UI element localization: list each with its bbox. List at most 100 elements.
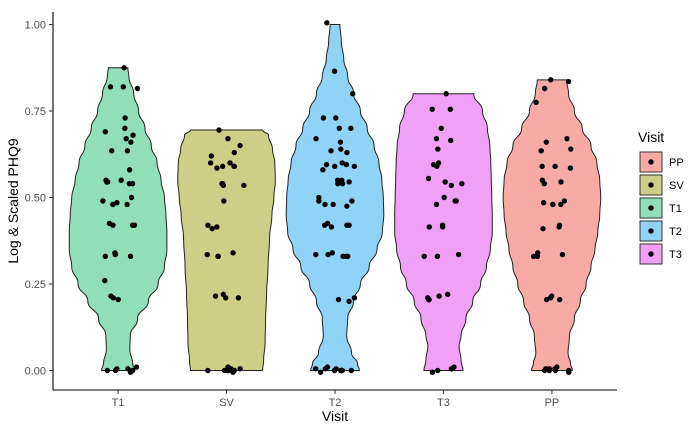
data-point: [452, 198, 458, 204]
data-point: [110, 201, 116, 208]
data-point: [339, 367, 345, 374]
data-point: [349, 198, 355, 204]
data-point: [207, 160, 214, 166]
legend-title: Visit: [638, 129, 664, 145]
data-point: [447, 106, 454, 112]
data-point: [533, 99, 539, 106]
data-point: [339, 160, 345, 166]
data-point: [561, 198, 568, 204]
data-point: [112, 367, 119, 374]
data-point: [231, 149, 238, 156]
data-point: [313, 135, 319, 142]
data-point: [344, 222, 350, 228]
x-ticks: T1 SV T2 T3 PP: [112, 390, 559, 409]
data-point: [313, 251, 319, 258]
data-point: [134, 85, 141, 92]
data-point: [221, 198, 227, 204]
data-point: [543, 139, 549, 145]
data-point: [421, 253, 427, 260]
data-point: [109, 148, 115, 154]
points-t2: [312, 20, 358, 375]
data-point: [434, 163, 440, 170]
data-point: [215, 253, 221, 260]
data-point: [230, 250, 236, 256]
legend-label-t2: T2: [669, 226, 682, 238]
data-point: [209, 225, 215, 232]
data-point: [204, 251, 210, 258]
points-pp: [530, 77, 574, 375]
data-point: [110, 222, 116, 228]
data-point: [337, 139, 344, 145]
data-point: [129, 222, 136, 228]
data-point: [118, 177, 124, 183]
data-point: [351, 295, 358, 301]
legend-entry-sv: SV: [639, 174, 684, 196]
legend-key-point: [648, 182, 654, 188]
data-point: [241, 182, 247, 189]
data-point: [320, 115, 327, 121]
data-point: [455, 251, 462, 258]
data-point: [324, 20, 330, 26]
y-tick-label: 0.25: [25, 279, 46, 291]
data-point: [212, 293, 219, 299]
data-point: [348, 125, 354, 131]
data-point: [225, 135, 231, 142]
x-tick-label: SV: [219, 397, 234, 409]
data-point: [335, 296, 342, 303]
violin-body-sv: [177, 129, 276, 371]
data-point: [230, 369, 236, 375]
data-point: [128, 139, 134, 145]
data-point: [121, 65, 127, 71]
violin-sv: [177, 129, 276, 371]
data-point: [343, 253, 350, 260]
data-point: [540, 199, 547, 206]
data-point: [331, 367, 338, 374]
data-point: [320, 167, 326, 173]
data-point: [552, 367, 559, 374]
data-point: [429, 369, 436, 375]
data-point: [219, 163, 226, 170]
data-point: [556, 296, 563, 303]
data-point: [540, 225, 546, 232]
data-point: [564, 135, 570, 142]
data-point: [550, 201, 556, 208]
data-point: [448, 182, 454, 189]
data-point: [126, 167, 133, 173]
legend-key-point: [648, 159, 654, 165]
x-axis-title: Visit: [322, 408, 348, 424]
data-point: [214, 165, 220, 171]
data-point: [133, 364, 140, 370]
data-point: [556, 224, 562, 230]
violin-body-pp: [502, 79, 602, 371]
y-tick-label: 1.00: [25, 20, 46, 32]
data-point: [332, 163, 338, 170]
data-point: [214, 224, 220, 230]
data-point: [346, 179, 352, 185]
data-point: [434, 253, 441, 260]
data-point: [114, 199, 120, 206]
data-point: [129, 180, 136, 187]
data-point: [567, 165, 574, 171]
data-point: [220, 182, 227, 189]
data-point: [323, 161, 330, 168]
data-point: [205, 367, 211, 374]
data-point: [426, 224, 432, 230]
data-point: [459, 180, 465, 187]
data-point: [102, 277, 108, 284]
data-point: [350, 91, 356, 97]
y-ticks: 0.00 0.25 0.50 0.75 1.00: [25, 20, 53, 378]
data-point: [425, 175, 432, 182]
data-point: [128, 194, 135, 201]
legend-label-pp: PP: [669, 157, 684, 169]
legend-entry-t1: T1: [639, 197, 682, 219]
data-point: [336, 125, 342, 131]
data-point: [447, 137, 454, 144]
legend-key-point: [648, 205, 654, 211]
data-point: [534, 253, 541, 260]
data-point: [448, 366, 455, 372]
data-point: [435, 367, 441, 374]
data-point: [122, 125, 128, 131]
violin-body-t3: [394, 93, 493, 371]
legend-key-point: [648, 228, 654, 234]
legend-label-sv: SV: [669, 180, 684, 192]
